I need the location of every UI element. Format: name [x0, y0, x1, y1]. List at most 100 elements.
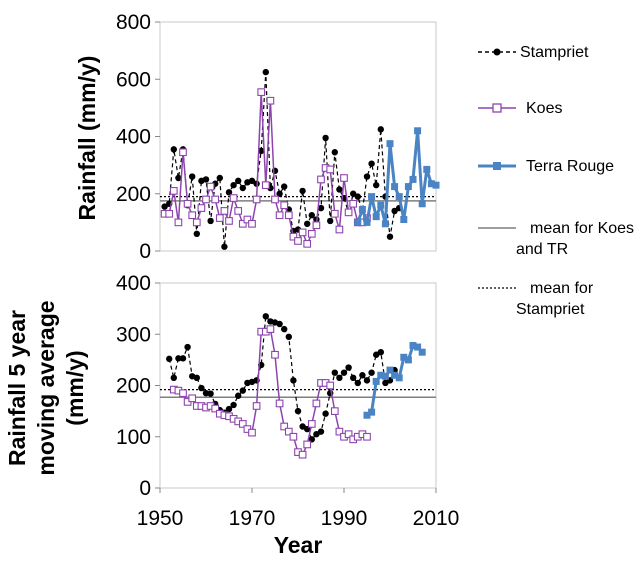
- top-point-stampriet: [262, 68, 269, 76]
- bottom-point-stampriet: [354, 379, 361, 387]
- bottom-point-stampriet: [170, 374, 177, 382]
- bottom-y-axis-label-line-1: Rainfall 5 year: [4, 310, 30, 466]
- top-point-koes: [257, 88, 266, 96]
- top-y-tick-label: 400: [116, 126, 151, 149]
- top-point-terra-rouge: [423, 165, 431, 173]
- top-point-stampriet: [317, 204, 325, 212]
- bottom-point-stampriet: [239, 387, 246, 394]
- bottom-y-axis-label-line-2: moving average: [33, 300, 59, 475]
- top-point-koes: [238, 219, 247, 228]
- bottom-point-stampriet: [368, 369, 375, 376]
- top-point-stampriet: [216, 174, 223, 182]
- bottom-point-koes: [363, 432, 371, 441]
- top-point-stampriet: [350, 190, 357, 197]
- top-y-axis-label: Rainfall (mm/y): [74, 56, 100, 221]
- top-point-koes: [284, 211, 293, 220]
- bottom-point-koes: [298, 450, 307, 459]
- x-axis-label: Year: [274, 532, 323, 558]
- top-point-terra-rouge: [358, 205, 366, 213]
- top-point-koes: [169, 187, 178, 195]
- top-point-koes: [330, 209, 339, 218]
- bottom-point-koes: [307, 420, 316, 428]
- bottom-point-terra-rouge: [395, 374, 403, 382]
- x-tick-label: 1950: [137, 507, 184, 530]
- legend-label-mean-koes-tr-line-2: and TR: [516, 241, 568, 258]
- bottom-point-stampriet: [281, 325, 288, 333]
- x-tick-label: 1970: [229, 507, 276, 530]
- bottom-point-koes: [266, 325, 275, 333]
- top-point-koes: [229, 194, 238, 202]
- top-point-stampriet: [207, 217, 214, 225]
- bottom-y-axis-label: Rainfall 5 year moving average (mm/y): [4, 300, 88, 475]
- top-point-koes: [183, 199, 192, 208]
- top-point-terra-rouge: [427, 180, 435, 188]
- top-point-stampriet: [354, 193, 361, 200]
- top-point-stampriet: [308, 212, 315, 219]
- top-point-stampriet: [271, 167, 279, 175]
- top-point-stampriet: [161, 203, 168, 210]
- top-point-terra-rouge: [363, 218, 371, 226]
- bottom-y-tick-label: 100: [116, 426, 151, 449]
- bottom-point-stampriet: [179, 355, 187, 362]
- top-series-terra-rouge: [354, 127, 440, 228]
- top-y-tick-label: 0: [139, 240, 151, 263]
- bottom-point-stampriet: [340, 369, 348, 376]
- bottom-point-koes: [303, 440, 312, 449]
- top-point-koes: [275, 211, 284, 220]
- top-series-line-terra-rouge: [356, 129, 437, 226]
- bottom-point-terra-rouge: [414, 343, 422, 351]
- bottom-point-terra-rouge: [404, 356, 412, 364]
- bottom-point-stampriet: [336, 374, 343, 382]
- top-point-terra-rouge: [404, 183, 412, 191]
- x-ticks: 1950 1970 1990 2010: [137, 488, 459, 530]
- top-point-terra-rouge: [368, 193, 376, 201]
- top-plot-frame: [159, 21, 437, 252]
- bottom-point-stampriet: [294, 407, 302, 415]
- bottom-point-stampriet: [193, 374, 200, 382]
- top-point-koes: [307, 229, 316, 238]
- bottom-y-tick-label: 300: [116, 323, 151, 346]
- bottom-panel: 0 100 200 300 400 Rainfall 5 year moving ave…: [4, 272, 459, 558]
- bottom-point-stampriet: [317, 428, 325, 435]
- bottom-point-terra-rouge: [381, 372, 389, 380]
- top-point-koes: [202, 195, 210, 204]
- top-point-koes: [266, 96, 275, 105]
- bottom-point-stampriet: [285, 333, 292, 341]
- top-point-stampriet: [299, 187, 306, 195]
- top-point-stampriet: [258, 147, 265, 155]
- top-point-stampriet: [391, 207, 398, 215]
- legend-label-stampriet: Stampriet: [520, 44, 589, 61]
- top-point-stampriet: [175, 174, 182, 182]
- top-point-stampriet: [170, 146, 177, 153]
- top-point-stampriet: [276, 190, 283, 197]
- top-point-koes: [197, 204, 206, 212]
- bottom-point-koes: [326, 381, 335, 390]
- top-point-stampriet: [235, 177, 242, 185]
- bottom-series-koes: [169, 325, 371, 459]
- bottom-point-koes: [179, 389, 187, 398]
- top-point-koes: [280, 201, 289, 210]
- bottom-point-terra-rouge: [386, 366, 394, 374]
- bottom-point-stampriet: [331, 369, 338, 376]
- top-point-koes: [335, 225, 344, 234]
- top-point-koes: [234, 207, 243, 215]
- bottom-point-stampriet: [166, 355, 173, 363]
- bottom-y-tick-label: 400: [116, 272, 151, 295]
- bottom-y-axis-label-line-3: (mm/y): [62, 350, 88, 425]
- top-point-koes: [174, 218, 183, 227]
- bottom-point-stampriet: [359, 372, 366, 379]
- top-point-koes: [225, 217, 233, 225]
- top-point-koes: [243, 215, 252, 224]
- top-point-terra-rouge: [414, 127, 422, 135]
- top-y-ticks: 0 200 400 600 800: [116, 11, 160, 263]
- top-point-stampriet: [221, 243, 228, 250]
- top-point-koes: [298, 228, 307, 237]
- top-point-stampriet: [331, 149, 338, 156]
- bottom-plot-content: [160, 313, 436, 459]
- top-point-terra-rouge: [400, 216, 408, 224]
- legend-label-koes: Koes: [526, 100, 562, 117]
- top-point-stampriet: [377, 126, 384, 133]
- bottom-point-stampriet: [276, 320, 283, 328]
- legend-item-terra-rouge: Terra Rouge: [478, 158, 614, 175]
